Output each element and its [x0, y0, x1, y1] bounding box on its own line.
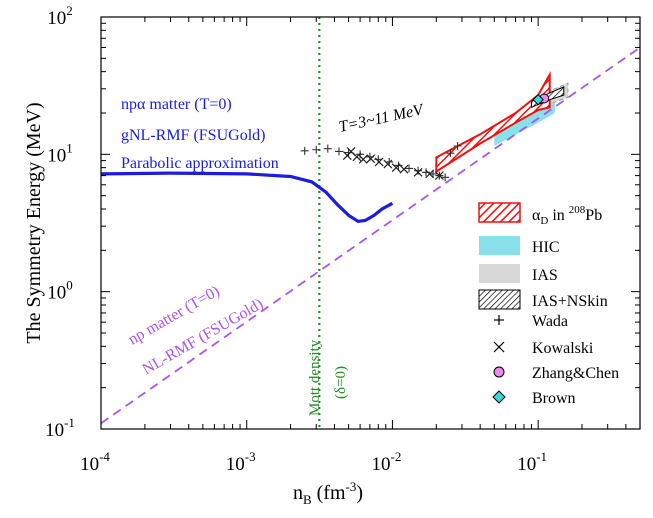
x-tick-label: 10-2: [372, 449, 402, 475]
kowalski-point: [434, 171, 444, 181]
kowalski-point: [425, 169, 435, 179]
legend-swatch-alpha: [478, 202, 521, 223]
wada-point: [446, 149, 455, 158]
y-tick-label: 102: [47, 3, 73, 29]
kowalski-point: [374, 157, 384, 167]
legend: αD in 208Pb HIC IAS IAS+NSkin Wada Kowal…: [478, 202, 619, 407]
alpha-d-band: [435, 70, 551, 174]
x-axis-label: nB (fm-3): [293, 479, 363, 507]
wada-point: [344, 148, 353, 157]
legend-label-hic: HIC: [532, 239, 560, 256]
legend-label-wada: Wada: [532, 313, 568, 330]
kowalski-point: [413, 167, 423, 177]
annotation-blue-3: Parabolic approximation: [121, 155, 279, 172]
np-matter-curve: [101, 46, 640, 425]
kowalski-point: [366, 154, 376, 164]
annotation-mott-1: Mott density: [307, 339, 323, 416]
legend-marker-kowalski: [493, 341, 505, 353]
annotation-blue-2: gNL-RMF (FSUGold): [121, 127, 265, 144]
legend-marker-brown: [492, 390, 506, 404]
wada-point: [323, 144, 332, 153]
kowalski-point: [352, 152, 362, 162]
kowalski-point: [383, 159, 393, 169]
kowalski-point: [399, 164, 409, 174]
legend-swatch-hic: [479, 236, 520, 255]
legend-label-alpha: αD in 208Pb: [532, 204, 602, 227]
y-tick-label: 101: [47, 140, 73, 166]
legend-swatch-ias: [479, 264, 520, 283]
legend-label-brown: Brown: [532, 390, 576, 407]
kowalski-point: [391, 163, 401, 173]
wada-point: [335, 147, 344, 156]
plot-frame: [100, 16, 641, 430]
legend-marker-wada: [494, 315, 504, 325]
brown-point: [532, 93, 544, 106]
kowalski-point: [358, 154, 368, 164]
legend-marker-zhang: [493, 366, 505, 378]
annotation-mott-2: (δ=0): [333, 366, 349, 399]
wada-point: [441, 173, 450, 182]
legend-label-ias: IAS: [532, 267, 558, 284]
x-tick-label: 10-4: [80, 449, 110, 475]
legend-label-kowalski: Kowalski: [532, 340, 594, 357]
legend-label-ias-nskin: IAS+NSkin: [532, 293, 608, 310]
annotation-temperature: T=3~11 MeV: [337, 101, 426, 136]
npalpha-curve: [101, 171, 394, 224]
wada-point: [300, 146, 309, 155]
x-tick-label: 10-3: [226, 449, 256, 475]
annotation-blue-1: npα matter (T=0): [121, 96, 232, 113]
y-tick-label: 100: [47, 278, 73, 304]
wada-point: [405, 164, 414, 173]
wada-point: [414, 166, 423, 175]
legend-swatch-ias-nskin: [478, 289, 521, 310]
y-tick-label: 10-1: [45, 415, 75, 441]
legend-label-zhang: Zhang&Chen: [532, 365, 619, 382]
y-axis-label: The Symmetry Energy (MeV): [23, 102, 45, 343]
x-tick-label: 10-1: [517, 449, 547, 475]
wada-point: [453, 141, 462, 150]
wada-point: [312, 145, 321, 154]
